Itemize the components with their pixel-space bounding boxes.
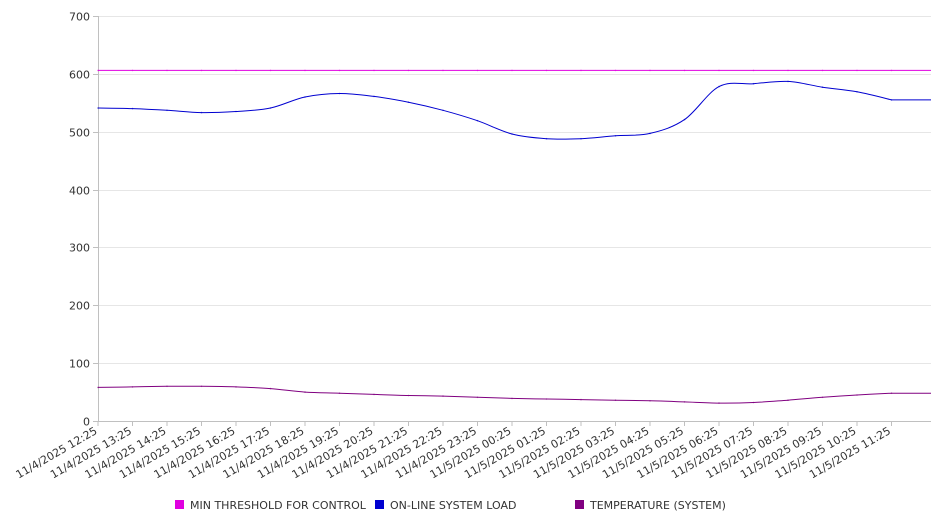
data-point bbox=[614, 399, 617, 402]
data-point bbox=[235, 69, 237, 72]
data-point bbox=[683, 69, 686, 72]
data-point bbox=[683, 401, 686, 403]
data-point bbox=[580, 69, 582, 72]
y-tick-label: 500 bbox=[69, 127, 90, 140]
data-point bbox=[580, 137, 582, 140]
y-tick-label: 200 bbox=[69, 300, 90, 313]
data-point bbox=[97, 107, 99, 109]
grid-lines bbox=[98, 16, 931, 422]
data-point bbox=[856, 91, 858, 93]
data-point bbox=[649, 69, 651, 72]
data-point bbox=[787, 69, 789, 72]
y-tick-label: 0 bbox=[83, 416, 90, 429]
data-point bbox=[269, 69, 272, 72]
data-point bbox=[269, 107, 272, 109]
data-point bbox=[649, 400, 651, 402]
data-point bbox=[856, 69, 858, 72]
data-point bbox=[338, 92, 341, 95]
data-point bbox=[407, 69, 410, 72]
data-point bbox=[511, 133, 513, 135]
data-point bbox=[718, 402, 720, 404]
data-point bbox=[649, 132, 651, 135]
data-point bbox=[614, 135, 617, 137]
data-point bbox=[200, 111, 203, 114]
data-point bbox=[442, 69, 444, 72]
data-point bbox=[752, 401, 755, 404]
data-point bbox=[131, 107, 134, 110]
data-point bbox=[97, 69, 99, 72]
data-point bbox=[752, 69, 755, 72]
legend: MIN THRESHOLD FOR CONTROL ON-LINE SYSTEM … bbox=[175, 499, 726, 512]
series-line-2 bbox=[97, 80, 931, 140]
data-point bbox=[476, 119, 479, 122]
data-point bbox=[752, 82, 755, 85]
data-point bbox=[304, 96, 306, 98]
data-point bbox=[614, 69, 617, 72]
y-tick-label: 600 bbox=[69, 69, 90, 82]
data-point bbox=[166, 385, 168, 388]
y-tick-label: 700 bbox=[69, 11, 90, 24]
data-point bbox=[821, 69, 824, 72]
series-line-3 bbox=[97, 385, 931, 404]
legend-item: MIN THRESHOLD FOR CONTROL bbox=[175, 499, 367, 512]
legend-item: ON-LINE SYSTEM LOAD bbox=[375, 499, 516, 512]
data-point bbox=[718, 69, 720, 72]
data-point bbox=[580, 398, 582, 401]
data-point bbox=[718, 85, 720, 88]
data-point bbox=[304, 69, 306, 72]
data-point bbox=[476, 69, 479, 72]
data-point bbox=[683, 118, 686, 121]
data-point bbox=[407, 394, 410, 397]
data-point bbox=[269, 387, 272, 390]
legend-swatch bbox=[175, 500, 184, 509]
data-point bbox=[442, 395, 444, 397]
data-point bbox=[511, 397, 513, 400]
data-point bbox=[131, 69, 134, 72]
data-point bbox=[821, 86, 824, 88]
data-point bbox=[856, 394, 858, 396]
data-point bbox=[166, 109, 168, 112]
data-point bbox=[235, 110, 237, 113]
data-point bbox=[97, 386, 99, 389]
data-point bbox=[373, 393, 375, 396]
data-point bbox=[407, 101, 410, 103]
data-point bbox=[131, 386, 134, 388]
data-point bbox=[338, 392, 341, 395]
data-point bbox=[304, 391, 306, 393]
legend-item: TEMPERATURE (SYSTEM) bbox=[575, 499, 726, 512]
legend-label: TEMPERATURE (SYSTEM) bbox=[589, 499, 726, 512]
legend-swatch bbox=[575, 500, 584, 509]
data-point bbox=[890, 69, 893, 72]
data-point bbox=[476, 396, 479, 399]
data-point bbox=[373, 95, 375, 98]
data-point bbox=[511, 69, 513, 72]
legend-label: MIN THRESHOLD FOR CONTROL bbox=[190, 499, 367, 512]
data-point bbox=[200, 69, 203, 72]
data-point bbox=[200, 385, 203, 388]
data-point bbox=[545, 69, 548, 72]
data-point bbox=[235, 386, 237, 388]
y-axis-ticks: 0 100 200 300 400 500 600 700 bbox=[69, 11, 90, 429]
y-tick-label: 300 bbox=[69, 242, 90, 255]
data-point bbox=[821, 396, 824, 399]
series-lines bbox=[97, 69, 931, 404]
y-tick-label: 400 bbox=[69, 185, 90, 198]
axes bbox=[93, 16, 931, 426]
data-point bbox=[545, 137, 548, 140]
data-point bbox=[787, 80, 789, 83]
data-point bbox=[373, 69, 375, 72]
legend-label: ON-LINE SYSTEM LOAD bbox=[390, 499, 516, 512]
data-point bbox=[545, 398, 548, 400]
data-point bbox=[787, 399, 789, 402]
legend-swatch bbox=[375, 500, 384, 509]
data-point bbox=[338, 69, 341, 72]
data-point bbox=[442, 109, 444, 112]
data-point bbox=[890, 99, 893, 101]
data-point bbox=[890, 392, 893, 395]
data-point bbox=[166, 69, 168, 72]
y-tick-label: 100 bbox=[69, 358, 90, 371]
